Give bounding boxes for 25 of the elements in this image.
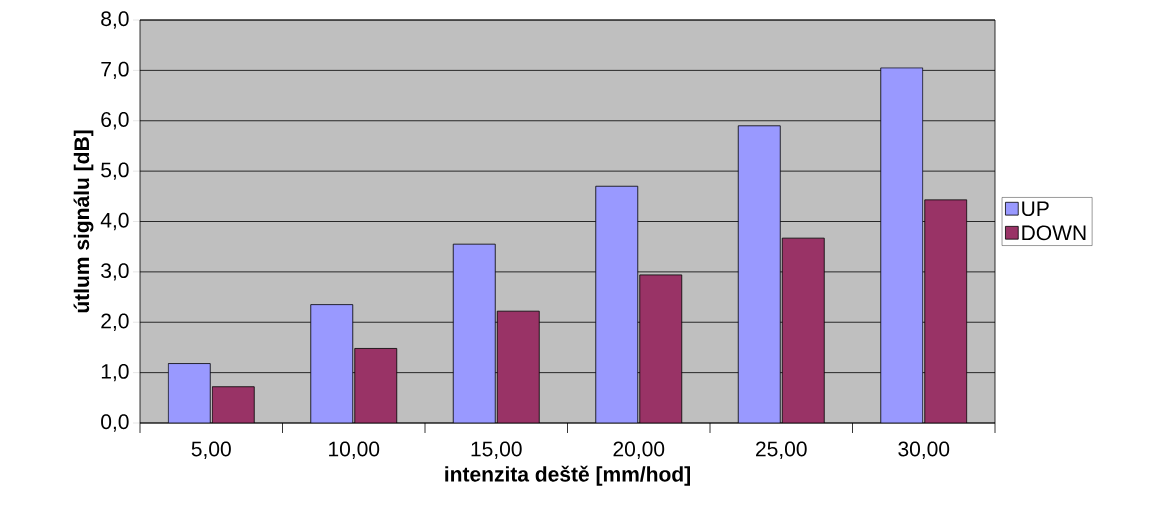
bar — [639, 274, 683, 423]
y-tick-label: 4,0 — [100, 212, 129, 231]
bar — [924, 199, 968, 423]
y-tick-label: 1,0 — [101, 363, 129, 382]
x-tick-label: 10,00 — [329, 441, 380, 459]
y-tick-label: 2,0 — [101, 313, 129, 331]
x-tick-label: 15,00 — [471, 441, 522, 459]
bar — [211, 386, 255, 423]
y-tick-label: 7,0 — [101, 61, 129, 80]
x-tick-label: 5,00 — [191, 441, 231, 459]
y-axis-title: útlum signálu [dB] — [73, 130, 94, 313]
x-axis-title: intenzita deště [mm/hod] — [445, 465, 690, 486]
x-tick-label: 30,00 — [898, 441, 950, 459]
bar — [781, 237, 825, 423]
legend-label: UP — [1022, 201, 1049, 217]
y-tick-label: 3,0 — [101, 263, 129, 281]
bar — [354, 348, 398, 423]
bar — [496, 310, 540, 423]
y-tick-label: 5,0 — [101, 162, 129, 180]
x-tick-label: 20,00 — [613, 441, 665, 459]
legend-label: DOWN — [1022, 225, 1086, 241]
y-tick-label: 8,0 — [101, 11, 129, 29]
y-tick-label: 6,0 — [101, 112, 129, 130]
y-tick-label: 0,0 — [101, 414, 129, 432]
x-tick-label: 25,00 — [756, 441, 807, 459]
